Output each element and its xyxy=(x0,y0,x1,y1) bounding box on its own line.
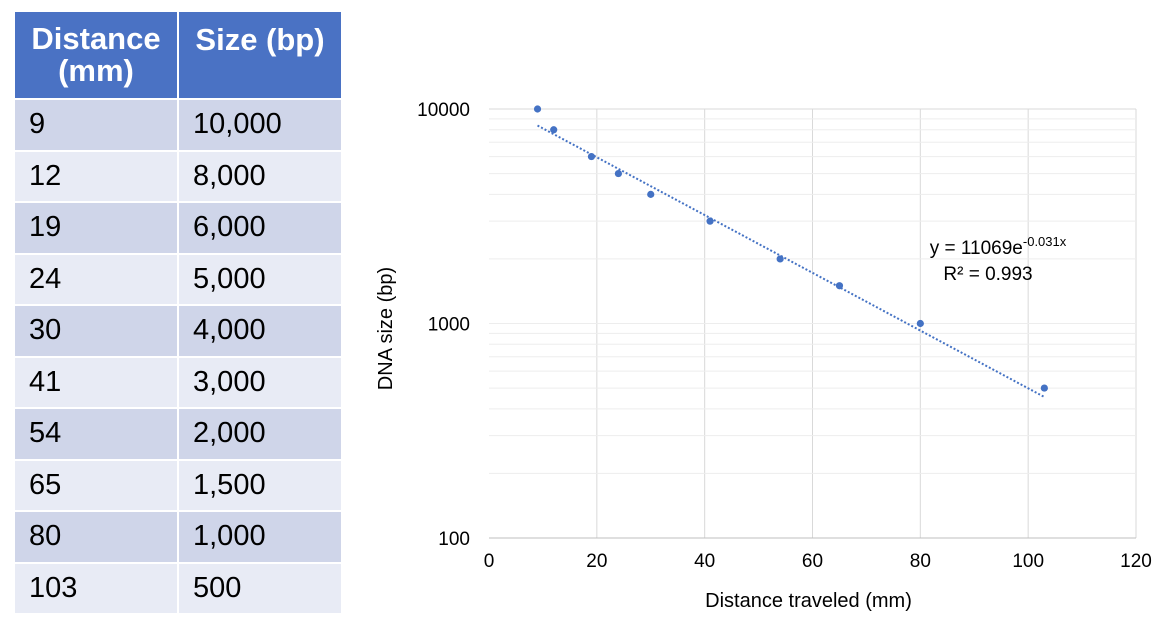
data-point xyxy=(587,152,596,161)
data-point xyxy=(647,190,655,198)
x-tick-label: 40 xyxy=(694,551,715,572)
grid xyxy=(489,108,1137,538)
cell-size: 3,000 xyxy=(177,355,343,409)
x-tick-label: 100 xyxy=(1012,551,1044,572)
table-row: 54 2,000 xyxy=(13,407,343,461)
table-row: 30 4,000 xyxy=(13,304,343,358)
x-axis-label: Distance traveled (mm) xyxy=(705,590,912,612)
cell-distance: 24 xyxy=(13,252,179,306)
cell-size: 2,000 xyxy=(177,407,343,461)
table-row: 9 10,000 xyxy=(13,98,343,152)
data-point xyxy=(916,319,924,328)
cell-distance: 30 xyxy=(13,304,179,358)
cell-distance: 54 xyxy=(13,407,179,461)
cell-distance: 103 xyxy=(13,561,179,615)
cell-size: 1,000 xyxy=(177,510,343,564)
cell-distance: 65 xyxy=(13,458,179,512)
data-point xyxy=(706,217,714,225)
data-points xyxy=(533,105,1048,392)
trendline-r-squared: R² = 0.993 xyxy=(943,264,1032,285)
cell-size: 10,000 xyxy=(177,98,343,152)
table-body: 9 10,000 12 8,000 19 6,000 24 5,000 30 4,000 41 3,0… xyxy=(13,98,343,615)
table-row: 19 6,000 xyxy=(13,201,343,255)
cell-size: 4,000 xyxy=(177,304,343,358)
cell-distance: 41 xyxy=(13,355,179,409)
x-tick-label: 80 xyxy=(910,551,931,572)
header-size: Size (bp) xyxy=(177,10,343,100)
cell-size: 6,000 xyxy=(177,201,343,255)
x-tick-label: 60 xyxy=(802,551,823,572)
cell-size: 500 xyxy=(177,561,343,615)
cell-distance: 19 xyxy=(13,201,179,255)
table-row: 12 8,000 xyxy=(13,149,343,203)
x-tick-label: 0 xyxy=(484,551,495,572)
data-point xyxy=(776,255,784,263)
cell-size: 1,500 xyxy=(177,458,343,512)
cell-distance: 12 xyxy=(13,149,179,203)
cell-size: 5,000 xyxy=(177,252,343,306)
cell-size: 8,000 xyxy=(177,149,343,203)
cell-distance: 80 xyxy=(13,510,179,564)
scatter-chart: 0 20 40 60 80 100 120 100 1000 10000 y = 11069e-0… xyxy=(375,100,1152,612)
cell-distance: 9 xyxy=(13,98,179,152)
data-table: Distance (mm) Size (bp) 9 10,000 12 8,000 19… xyxy=(13,10,343,615)
table-header-row: Distance (mm) Size (bp) xyxy=(13,10,343,100)
data-point xyxy=(550,126,558,134)
data-point xyxy=(835,282,844,290)
table-row: 103 500 xyxy=(13,561,343,615)
trendline-equation-base: y = 11069e xyxy=(930,238,1023,259)
data-point xyxy=(614,169,622,178)
trendline-equation-exponent: -0.031x xyxy=(1023,234,1067,249)
data-point xyxy=(533,105,542,113)
y-tick-label: 100 xyxy=(438,529,470,550)
table-row: 24 5,000 xyxy=(13,252,343,306)
tick-labels: 0 20 40 60 80 100 120 100 1000 10000 xyxy=(417,100,1152,572)
trendline-equation: y = 11069e-0.031x xyxy=(930,234,1067,259)
data-point xyxy=(1040,384,1048,392)
table-row: 65 1,500 xyxy=(13,458,343,512)
y-tick-label: 1000 xyxy=(428,315,470,336)
x-tick-label: 20 xyxy=(586,551,607,572)
x-tick-label: 120 xyxy=(1120,551,1152,572)
header-distance: Distance (mm) xyxy=(13,10,179,100)
table-row: 41 3,000 xyxy=(13,355,343,409)
table-row: 80 1,000 xyxy=(13,510,343,564)
y-axis-label: DNA size (bp) xyxy=(375,267,397,390)
y-tick-label: 10000 xyxy=(417,100,470,121)
